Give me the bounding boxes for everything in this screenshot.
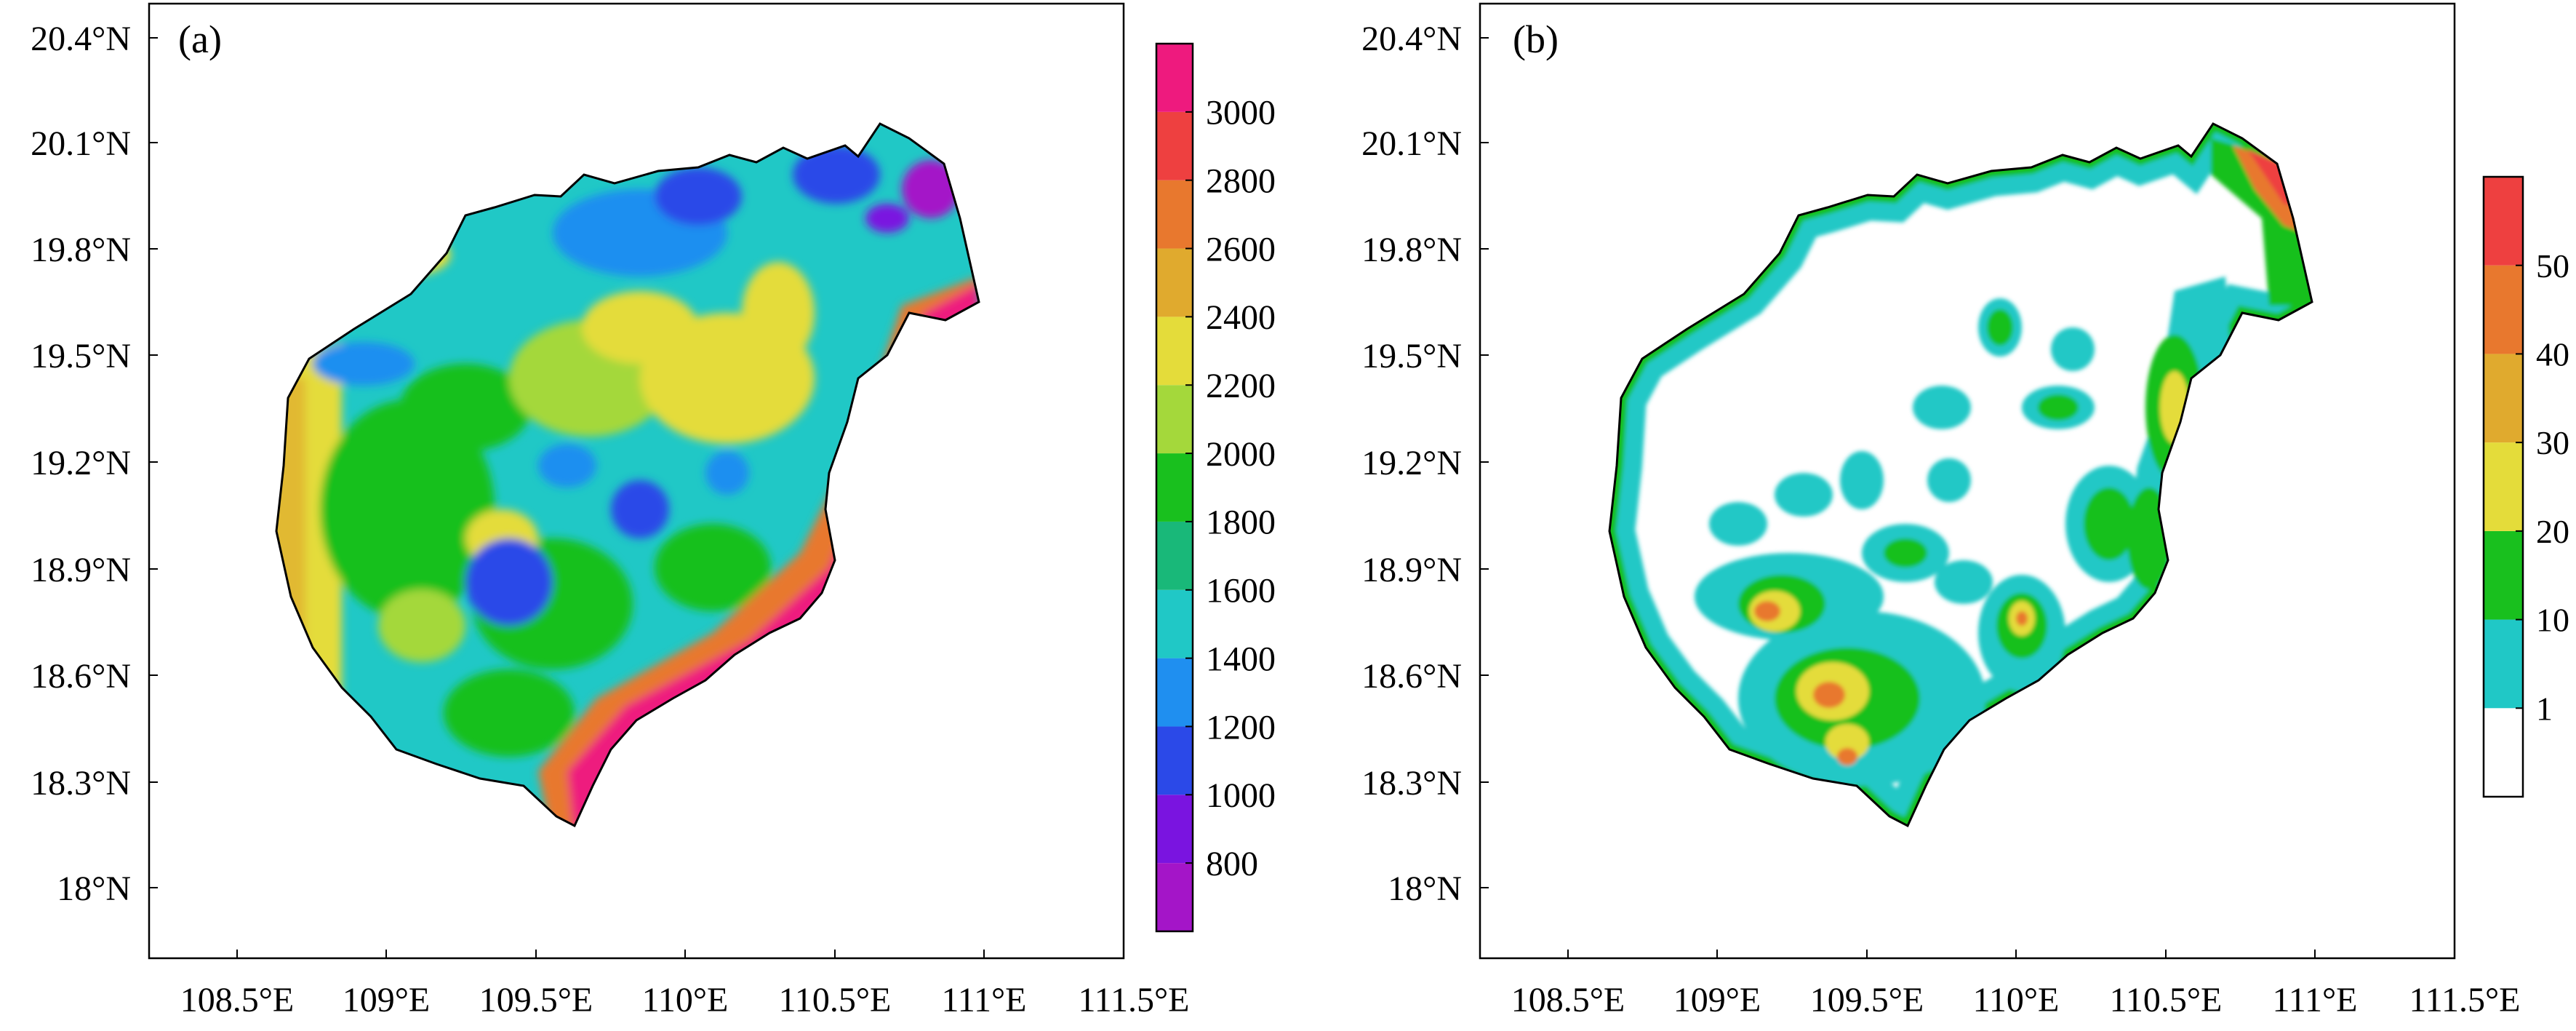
x-tick-label: 110°E [642, 981, 729, 1019]
y-tick-label: 20.4°N [1361, 20, 1462, 58]
y-tick-label: 20.1°N [1361, 124, 1462, 163]
colorbar-swatch [1156, 44, 1193, 112]
y-tick-label: 18°N [57, 869, 131, 908]
colorbar-swatch [1156, 180, 1193, 249]
x-tick-label: 111.5°E [1079, 981, 1190, 1019]
panel-a-x-axis: 108.5°E 109°E 109.5°E 110°E 110.5°E 111°… [180, 950, 1190, 1019]
y-tick-label: 18.9°N [1361, 551, 1462, 589]
colorbar-label: 2000 [1206, 435, 1276, 474]
colorbar-label: 3000 [1206, 94, 1276, 132]
y-tick-label: 18.6°N [1361, 657, 1462, 696]
colorbar-label: 2600 [1206, 230, 1276, 268]
colorbar-label: 30 [2536, 424, 2569, 461]
x-tick-label: 109°E [343, 981, 431, 1019]
colorbar-swatch [1156, 863, 1193, 931]
panel-b-x-axis: 108.5°E 109°E 109.5°E 110°E 110.5°E 111°… [1511, 950, 2521, 1019]
colorbar-swatch [1156, 453, 1193, 522]
y-tick-label: 18°N [1388, 869, 1462, 908]
y-tick-label: 19.8°N [1361, 231, 1462, 269]
colorbar-swatch [2484, 442, 2523, 531]
colorbar-label: 2800 [1206, 162, 1276, 200]
x-tick-label: 109.5°E [479, 981, 593, 1019]
x-tick-label: 111.5°E [2409, 981, 2521, 1019]
colorbar-swatch [2484, 265, 2523, 354]
colorbar-label: 20 [2536, 513, 2569, 550]
colorbar-swatch [2484, 530, 2523, 620]
y-tick-label: 18.9°N [31, 551, 131, 589]
colorbar-swatch [1156, 317, 1193, 386]
panel-b-colorbar: 1 10 20 30 40 50 [2482, 175, 2569, 798]
panel-b-label: (b) [1513, 17, 1559, 61]
y-tick-label: 19.8°N [31, 231, 131, 269]
x-tick-label: 110.5°E [2110, 981, 2223, 1019]
colorbar-swatch [1156, 658, 1193, 727]
panel-b: (b) [1361, 2, 2569, 1019]
colorbar-label: 2200 [1206, 367, 1276, 405]
colorbar-label: 50 [2536, 247, 2569, 284]
colorbar-label: 1200 [1206, 708, 1276, 747]
y-tick-label: 18.3°N [1361, 764, 1462, 803]
x-tick-label: 109.5°E [1810, 981, 1924, 1019]
colorbar-label: 2400 [1206, 298, 1276, 337]
y-tick-label: 19.2°N [1361, 444, 1462, 482]
panel-a: (a) [31, 2, 1276, 1019]
x-tick-label: 111°E [942, 981, 1027, 1019]
colorbar-label: 1000 [1206, 776, 1276, 815]
colorbar-swatch [1156, 726, 1193, 795]
panel-b-y-axis: 18°N 18.3°N 18.6°N 18.9°N 19.2°N 19.5°N … [1361, 20, 1489, 908]
colorbar-label: 800 [1206, 845, 1258, 883]
colorbar-swatch [2484, 177, 2523, 266]
x-tick-label: 111°E [2273, 981, 2358, 1019]
x-tick-label: 110.5°E [779, 981, 892, 1019]
y-tick-label: 20.4°N [31, 20, 131, 58]
colorbar-label: 1600 [1206, 572, 1276, 610]
panel-a-label: (a) [178, 17, 222, 61]
colorbar-swatch [2484, 619, 2523, 709]
colorbar-label: 10 [2536, 602, 2569, 639]
colorbar-frame [2482, 175, 2524, 798]
colorbar-swatch [2484, 354, 2523, 443]
colorbar-label: 1400 [1206, 640, 1276, 678]
y-tick-label: 19.5°N [1361, 337, 1462, 375]
colorbar-swatch [1156, 795, 1193, 864]
colorbar-swatch [1156, 385, 1193, 454]
y-tick-label: 18.3°N [31, 764, 131, 803]
x-tick-label: 110°E [1973, 981, 2060, 1019]
colorbar-label: 1 [2536, 690, 2553, 727]
panel-a-y-axis: 18°N 18.3°N 18.6°N 18.9°N 19.2°N 19.5°N … [31, 20, 158, 908]
colorbar-swatch [1156, 111, 1193, 180]
colorbar-label: 1800 [1206, 503, 1276, 542]
x-tick-label: 109°E [1673, 981, 1761, 1019]
colorbar-swatch [1156, 589, 1193, 658]
colorbar-frame [1155, 42, 1194, 933]
colorbar-swatch [1156, 521, 1193, 590]
y-tick-label: 19.2°N [31, 444, 131, 482]
colorbar-swatch [2484, 708, 2523, 797]
y-tick-label: 19.5°N [31, 337, 131, 375]
panel-a-colorbar: 800 1000 1200 1400 1600 1800 2000 2200 2400 2600 2… [1155, 42, 1276, 933]
y-tick-label: 18.6°N [31, 657, 131, 696]
y-tick-label: 20.1°N [31, 124, 131, 163]
colorbar-swatch [1156, 248, 1193, 317]
x-tick-label: 108.5°E [180, 981, 295, 1019]
colorbar-label: 40 [2536, 336, 2569, 373]
x-tick-label: 108.5°E [1511, 981, 1625, 1019]
